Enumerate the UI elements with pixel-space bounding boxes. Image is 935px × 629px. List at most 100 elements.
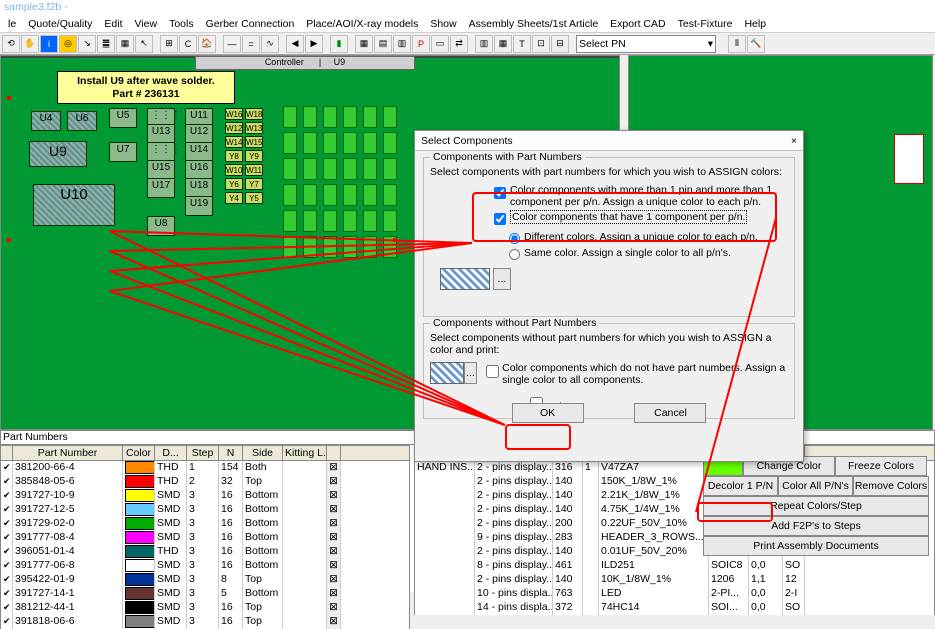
ref-hdr[interactable]: ⋮⋮⋮	[147, 142, 175, 162]
ref-y[interactable]: Y5	[245, 192, 263, 204]
tool-btn[interactable]: C	[179, 35, 197, 53]
ref-u10[interactable]: U10	[33, 184, 115, 226]
toolbar: ⟲ ✋ i ◎ ↘ ䷀ ▦ ↖ ⊞ C 🏠 — = ∿ ◀ ▶ ▮ ▦ ▤ ▥ …	[0, 33, 935, 55]
cb-multi[interactable]	[494, 187, 506, 199]
tool-btn[interactable]: ⊡	[532, 35, 550, 53]
repeat-colors-button[interactable]: Repeat Colors/Step	[703, 496, 929, 516]
ref-y[interactable]: Y4	[225, 192, 243, 204]
menu-item[interactable]: Test-Fixture	[672, 15, 739, 33]
tool-btn[interactable]: ∿	[261, 35, 279, 53]
ref-u4[interactable]: U4	[31, 111, 61, 131]
tool-btn[interactable]: ⟲	[2, 35, 20, 53]
ref-u18[interactable]: U18	[185, 178, 213, 198]
cb-single[interactable]	[494, 213, 506, 225]
menu-item[interactable]: Tools	[163, 15, 200, 33]
print-assembly-button[interactable]: Print Assembly Documents	[703, 536, 929, 556]
ref-u14[interactable]: U14	[185, 142, 213, 162]
ref-u13[interactable]: U13	[147, 124, 175, 144]
menu-item[interactable]: Assembly Sheets/1st Article	[463, 15, 605, 33]
menu-item[interactable]: Edit	[98, 15, 128, 33]
tool-btn[interactable]: ◎	[59, 35, 77, 53]
tool-btn[interactable]: —	[223, 35, 241, 53]
tool-btn[interactable]: ⊞	[160, 35, 178, 53]
tool-btn[interactable]: i	[40, 35, 58, 53]
dialog-title: Select Components	[421, 135, 513, 147]
ref-w[interactable]: W14	[225, 136, 243, 148]
tool-btn[interactable]: ▥	[475, 35, 493, 53]
small-ic-view	[894, 134, 924, 184]
ref-u8[interactable]: U8	[147, 216, 175, 236]
ref-u9[interactable]: U9	[29, 141, 87, 167]
rb-same[interactable]	[509, 249, 520, 260]
tool-btn[interactable]: 🏠	[198, 35, 216, 53]
menu-item[interactable]: Show	[424, 15, 462, 33]
ok-button[interactable]: OK	[512, 403, 584, 423]
ref-w[interactable]: W16	[225, 108, 243, 120]
ref-u7[interactable]: U7	[109, 142, 137, 162]
decolor-button[interactable]: Decolor 1 P/N	[703, 476, 778, 496]
close-icon[interactable]: ×	[791, 135, 797, 147]
ref-w[interactable]: W15	[245, 136, 263, 148]
ref-y[interactable]: Y7	[245, 178, 263, 190]
tool-btn[interactable]: ✋	[21, 35, 39, 53]
menu-item[interactable]: Gerber Connection	[200, 15, 301, 33]
ref-w[interactable]: W10	[225, 164, 243, 176]
title-bar: sample3.f2b -	[0, 0, 935, 15]
tool-btn[interactable]: ◀	[286, 35, 304, 53]
tool-btn[interactable]: ▦	[355, 35, 373, 53]
ref-u16[interactable]: U16	[185, 160, 213, 180]
tool-btn[interactable]: ▭	[431, 35, 449, 53]
tool-btn[interactable]: ⇄	[450, 35, 468, 53]
ref-w[interactable]: W13	[245, 122, 263, 134]
select-pn-combo[interactable]: Select PN▾	[576, 35, 716, 53]
ref-y[interactable]: Y8	[225, 150, 243, 162]
tool-btn[interactable]: ▦	[116, 35, 134, 53]
menu-item[interactable]: Export CAD	[604, 15, 671, 33]
left-table[interactable]: Part NumberColorD...StepNSideKitting L..…	[0, 445, 410, 629]
remove-colors-button[interactable]: Remove Colors	[853, 476, 929, 496]
ref-u12[interactable]: U12	[185, 124, 213, 144]
cb-nopart[interactable]	[486, 365, 499, 378]
tool-btn[interactable]: T	[513, 35, 531, 53]
tool-btn[interactable]: ▥	[393, 35, 411, 53]
annotation-note: Install U9 after wave solder.Part # 2361…	[57, 71, 235, 104]
tool-btn[interactable]: ⊟	[551, 35, 569, 53]
tool-btn[interactable]: ▶	[305, 35, 323, 53]
ref-y[interactable]: Y9	[245, 150, 263, 162]
color-all-button[interactable]: Color All P/N's	[778, 476, 853, 496]
ref-u17[interactable]: U17	[147, 178, 175, 198]
tool-btn[interactable]: ↖	[135, 35, 153, 53]
menu-item[interactable]: Place/AOI/X-ray models	[300, 15, 424, 33]
rb-diff-label: Different colors. Assign a unique color …	[524, 231, 758, 243]
freeze-colors-button[interactable]: Freeze Colors	[835, 456, 927, 476]
menu-item[interactable]: Quote/Quality	[22, 15, 98, 33]
tool-btn[interactable]: ↘	[78, 35, 96, 53]
ref-u15[interactable]: U15	[147, 160, 175, 180]
color-pick-2[interactable]: ...	[464, 362, 477, 384]
tool-btn[interactable]: ⦀	[728, 35, 746, 53]
ref-w[interactable]: W18	[245, 108, 263, 120]
group2-text: Select components without part numbers f…	[430, 332, 788, 356]
color-pick-1[interactable]: ...	[493, 268, 511, 290]
ref-w[interactable]: W11	[245, 164, 263, 176]
menu-item[interactable]: View	[128, 15, 163, 33]
ref-w[interactable]: W12	[225, 122, 243, 134]
rb-diff[interactable]	[509, 233, 520, 244]
tool-btn[interactable]: ▦	[494, 35, 512, 53]
tool-btn[interactable]: P	[412, 35, 430, 53]
menu-item[interactable]: le	[2, 15, 22, 33]
color-swatch-1	[440, 268, 490, 290]
tool-btn[interactable]: ䷀	[97, 35, 115, 53]
tool-btn[interactable]: 🔨	[747, 35, 765, 53]
group1-text: Select components with part numbers for …	[430, 166, 788, 178]
ref-y[interactable]: Y6	[225, 178, 243, 190]
ref-u5[interactable]: U5	[109, 108, 137, 128]
tool-btn[interactable]: ▮	[330, 35, 348, 53]
menu-item[interactable]: Help	[738, 15, 772, 33]
cancel-button[interactable]: Cancel	[634, 403, 706, 423]
add-f2p-button[interactable]: Add F2P's to Steps	[703, 516, 929, 536]
ref-u6[interactable]: U6	[67, 111, 97, 131]
tool-btn[interactable]: ▤	[374, 35, 392, 53]
ref-u19[interactable]: U19	[185, 196, 213, 216]
tool-btn[interactable]: =	[242, 35, 260, 53]
